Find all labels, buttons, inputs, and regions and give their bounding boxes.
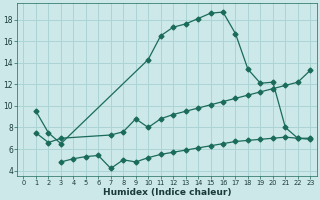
X-axis label: Humidex (Indice chaleur): Humidex (Indice chaleur) bbox=[103, 188, 231, 197]
